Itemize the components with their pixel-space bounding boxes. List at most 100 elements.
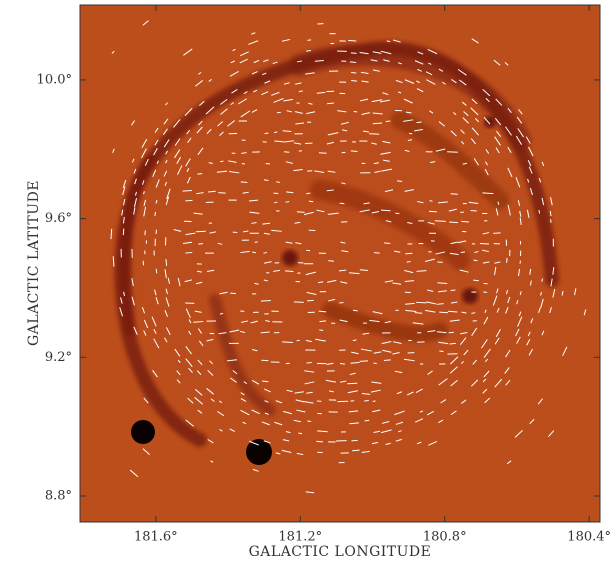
vector xyxy=(494,261,501,264)
vector xyxy=(153,148,158,156)
vector xyxy=(414,129,423,132)
vector xyxy=(385,442,391,446)
vector xyxy=(143,330,147,336)
x-axis-label: GALACTIC LONGITUDE xyxy=(249,544,432,560)
vector xyxy=(326,141,334,145)
vector xyxy=(373,430,381,434)
vector xyxy=(176,156,181,164)
vector xyxy=(253,59,260,64)
vector xyxy=(315,338,326,342)
y-tick-label: 10.0° xyxy=(37,72,72,87)
vector xyxy=(230,377,237,383)
vector xyxy=(552,267,555,275)
vector xyxy=(165,159,168,164)
vector xyxy=(439,311,448,314)
vector xyxy=(295,399,305,403)
vector xyxy=(163,118,169,125)
vector xyxy=(359,209,370,213)
vector xyxy=(528,146,534,157)
vector xyxy=(364,419,370,422)
vector xyxy=(327,102,334,105)
vector xyxy=(286,110,292,113)
vector xyxy=(449,319,460,322)
vector xyxy=(515,135,523,145)
vector xyxy=(449,221,458,224)
vector xyxy=(517,128,525,138)
vector xyxy=(206,387,214,395)
vector xyxy=(352,449,360,452)
vector xyxy=(362,130,369,133)
vector xyxy=(264,261,272,264)
vector xyxy=(273,269,281,272)
vector xyxy=(529,187,533,196)
vector xyxy=(505,379,511,386)
vector xyxy=(306,111,316,115)
vector xyxy=(474,251,479,253)
vector xyxy=(285,161,294,164)
vector xyxy=(504,61,509,66)
vector xyxy=(482,378,487,383)
vector xyxy=(427,289,434,292)
vector xyxy=(229,428,235,433)
vector xyxy=(131,296,135,306)
vector xyxy=(460,331,468,335)
vector xyxy=(111,50,115,54)
vector xyxy=(403,119,414,122)
vector xyxy=(529,280,532,286)
vector xyxy=(110,228,113,240)
vector xyxy=(427,49,438,55)
vector xyxy=(470,138,477,145)
vector xyxy=(318,281,324,284)
vector xyxy=(371,142,377,145)
vector xyxy=(283,410,292,415)
vector xyxy=(519,217,522,226)
vector xyxy=(412,322,424,325)
vector xyxy=(447,310,458,313)
y-tick-label: 9.2° xyxy=(45,350,72,365)
vector xyxy=(350,361,360,364)
vector xyxy=(241,320,249,323)
vector xyxy=(327,279,337,283)
vector xyxy=(485,149,490,154)
vector xyxy=(197,409,203,414)
vector xyxy=(249,199,259,202)
vector xyxy=(185,419,195,427)
vector xyxy=(194,388,203,396)
vector xyxy=(550,197,553,206)
x-tick-label: 180.8° xyxy=(423,530,467,545)
vector xyxy=(380,429,392,434)
vector xyxy=(339,319,348,323)
vector xyxy=(165,327,171,335)
vector xyxy=(326,189,334,192)
vector xyxy=(428,440,438,446)
vector xyxy=(385,220,392,223)
vector xyxy=(165,150,168,155)
vector xyxy=(428,210,437,213)
vector xyxy=(219,428,223,432)
vector xyxy=(518,268,521,277)
vector xyxy=(459,337,467,346)
vector xyxy=(141,306,146,314)
vector xyxy=(526,209,530,218)
vector xyxy=(261,421,270,426)
vector xyxy=(275,452,281,455)
vector xyxy=(142,20,149,26)
vector xyxy=(131,278,134,287)
vector xyxy=(416,270,427,272)
vector xyxy=(195,80,204,87)
vector xyxy=(398,430,402,433)
vector xyxy=(218,332,227,335)
vector xyxy=(165,102,168,106)
vector xyxy=(240,392,245,396)
vector xyxy=(435,148,446,152)
vector xyxy=(119,307,124,317)
vector xyxy=(461,101,467,106)
vector xyxy=(383,159,390,162)
vector xyxy=(306,192,311,195)
vector xyxy=(143,191,145,195)
vector xyxy=(392,352,400,355)
vector xyxy=(394,250,401,253)
vector xyxy=(251,71,258,75)
vector xyxy=(263,232,270,235)
